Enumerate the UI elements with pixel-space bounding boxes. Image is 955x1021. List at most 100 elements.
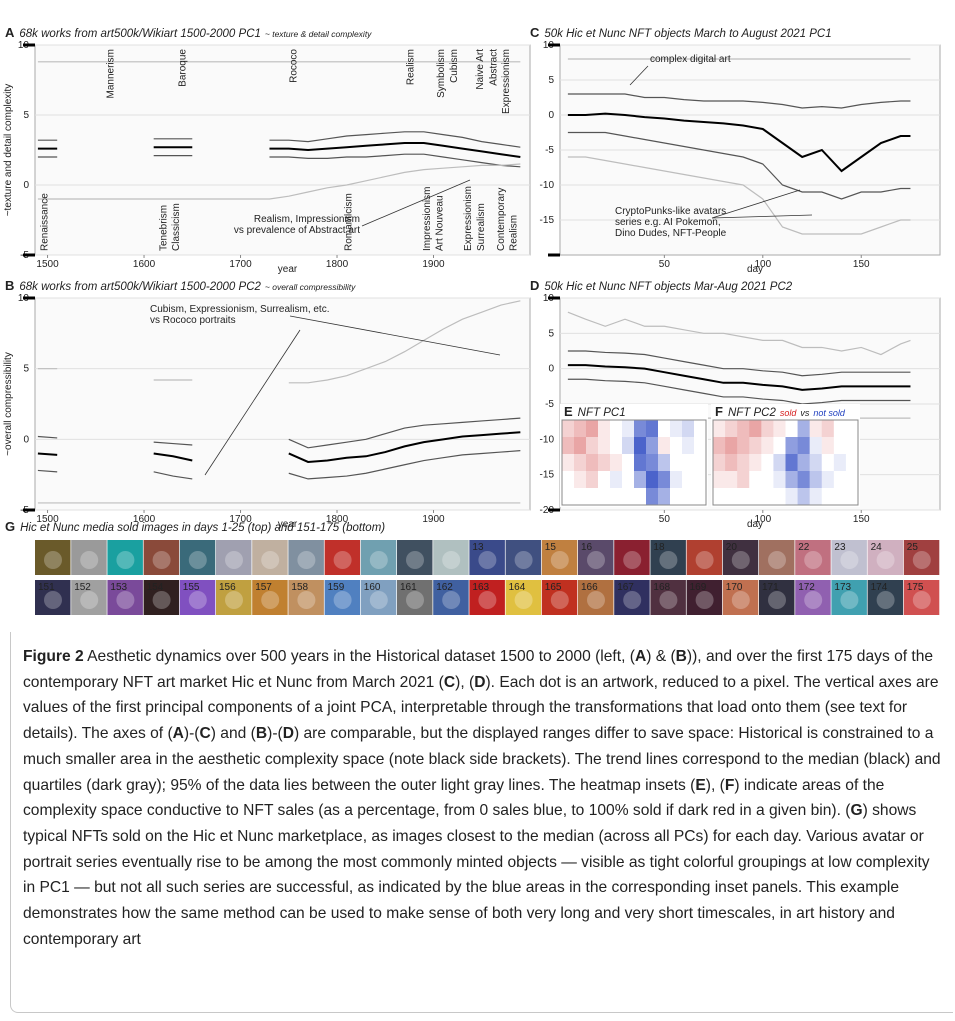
caption-text: D	[283, 725, 294, 742]
y-tick-label: -10	[540, 180, 555, 191]
heatmap-cell	[773, 454, 785, 471]
thumbnail-figure	[442, 551, 460, 569]
heatmap-cell	[694, 454, 706, 471]
heatmap-cell	[622, 471, 634, 488]
thumbnail-figure	[768, 591, 786, 609]
thumbnail-figure	[225, 591, 243, 609]
caption-text: B	[256, 725, 267, 742]
thumbnail-label: 18	[653, 542, 665, 553]
thumbnail-figure	[659, 551, 677, 569]
heatmap-cell	[810, 420, 822, 437]
thumbnail-figure	[406, 551, 424, 569]
thumbnail-figure	[406, 591, 424, 609]
thumbnail-figure	[334, 551, 352, 569]
heatmap-cell	[670, 471, 682, 488]
heatmap-cell	[846, 488, 858, 505]
title-text: 68k works from art500k/Wikiart 1500-2000…	[19, 281, 261, 293]
heatmap-cell	[682, 471, 694, 488]
caption-text: ), (	[455, 674, 474, 691]
heatmap-cell	[798, 488, 810, 505]
subtitle-text: ~ overall compressibility	[265, 282, 356, 292]
heatmap-cell	[586, 437, 598, 454]
x-tick-label: 1700	[229, 259, 252, 270]
thumbnail-label: 15	[545, 542, 557, 553]
thumbnail-figure	[551, 551, 569, 569]
heatmap-cell	[822, 471, 834, 488]
heatmap-cell	[562, 420, 574, 437]
thumbnail-figure	[44, 551, 62, 569]
heatmap-cell	[786, 420, 798, 437]
y-tick-label: -5	[545, 399, 554, 410]
heatmap-cell	[773, 437, 785, 454]
thumbnail-figure	[551, 591, 569, 609]
heatmap-cell	[658, 420, 670, 437]
thumbnail-figure	[116, 591, 134, 609]
y-tick-label: 5	[23, 110, 29, 121]
heatmap-cell	[658, 488, 670, 505]
thumbnail-figure	[442, 591, 460, 609]
heatmap-cell	[622, 437, 634, 454]
x-tick-label: 1900	[422, 514, 445, 525]
thumbnail-figure	[623, 551, 641, 569]
caption-text: ), (	[706, 777, 725, 794]
heatmap-cell	[646, 437, 658, 454]
heatmap-cell	[822, 437, 834, 454]
heatmap-cell	[737, 437, 749, 454]
caption: Figure 2 Aesthetic dynamics over 500 yea…	[10, 632, 953, 1013]
heatmap-cell	[574, 420, 586, 437]
caption-text: E	[695, 777, 705, 794]
annotation: CryptoPunks-like avatars	[615, 206, 726, 217]
thumbnail-figure	[189, 591, 207, 609]
heatmap-cell	[574, 471, 586, 488]
thumbnail-figure	[913, 591, 931, 609]
panel-letter: A	[5, 25, 15, 40]
heatmap-cell	[610, 488, 622, 505]
heatmap-cell	[761, 488, 773, 505]
gallery-title: GHic et Nunc media sold images in days 1…	[5, 519, 385, 534]
heatmap-cell	[562, 454, 574, 471]
period-label: Surrealism	[476, 203, 487, 251]
thumbnail-label: 159	[328, 582, 345, 593]
thumbnail-label: 169	[690, 582, 707, 593]
thumbnail-figure	[877, 591, 895, 609]
heatmap-cell	[834, 471, 846, 488]
thumbnail-label: 151	[38, 582, 55, 593]
heatmap-cell	[773, 471, 785, 488]
thumbnail-figure	[297, 591, 315, 609]
heatmap-cell	[562, 488, 574, 505]
thumbnail-figure	[116, 551, 134, 569]
thumbnail-label: 16	[581, 542, 593, 553]
heatmap-cell	[658, 471, 670, 488]
heatmap-cell	[634, 454, 646, 471]
thumbnail-figure	[153, 551, 171, 569]
thumbnail-label: 155	[183, 582, 200, 593]
heatmap-cell	[725, 437, 737, 454]
heatmap-cell	[670, 420, 682, 437]
annotation: Dino Dudes, NFT-People	[615, 228, 727, 239]
thumbnail-figure	[370, 551, 388, 569]
heatmap-cell	[670, 454, 682, 471]
thumbnail-label: 161	[400, 582, 417, 593]
heatmap-cell	[634, 471, 646, 488]
thumbnail-label: 172	[798, 582, 815, 593]
panel-letter: D	[530, 278, 539, 293]
panel-letter: F	[715, 404, 723, 419]
period-label: Expressionism	[463, 186, 474, 251]
heatmap-cell	[694, 420, 706, 437]
legend-not-sold: not sold	[813, 408, 846, 418]
heatmap-cell	[798, 437, 810, 454]
period-label: Expressionism	[501, 49, 512, 114]
y-tick-label: -15	[540, 215, 555, 226]
heatmap-cell	[810, 454, 822, 471]
heatmap-cell	[761, 420, 773, 437]
heatmap-cell	[682, 488, 694, 505]
caption-text: ) and (	[211, 725, 256, 742]
x-tick-label: 50	[659, 514, 671, 525]
heatmap-cell	[834, 454, 846, 471]
caption-text: A	[635, 648, 646, 665]
y-tick-label: -10	[540, 434, 555, 445]
heatmap-cell	[694, 471, 706, 488]
thumbnail-label: 20	[726, 542, 738, 553]
thumbnail-figure	[804, 591, 822, 609]
